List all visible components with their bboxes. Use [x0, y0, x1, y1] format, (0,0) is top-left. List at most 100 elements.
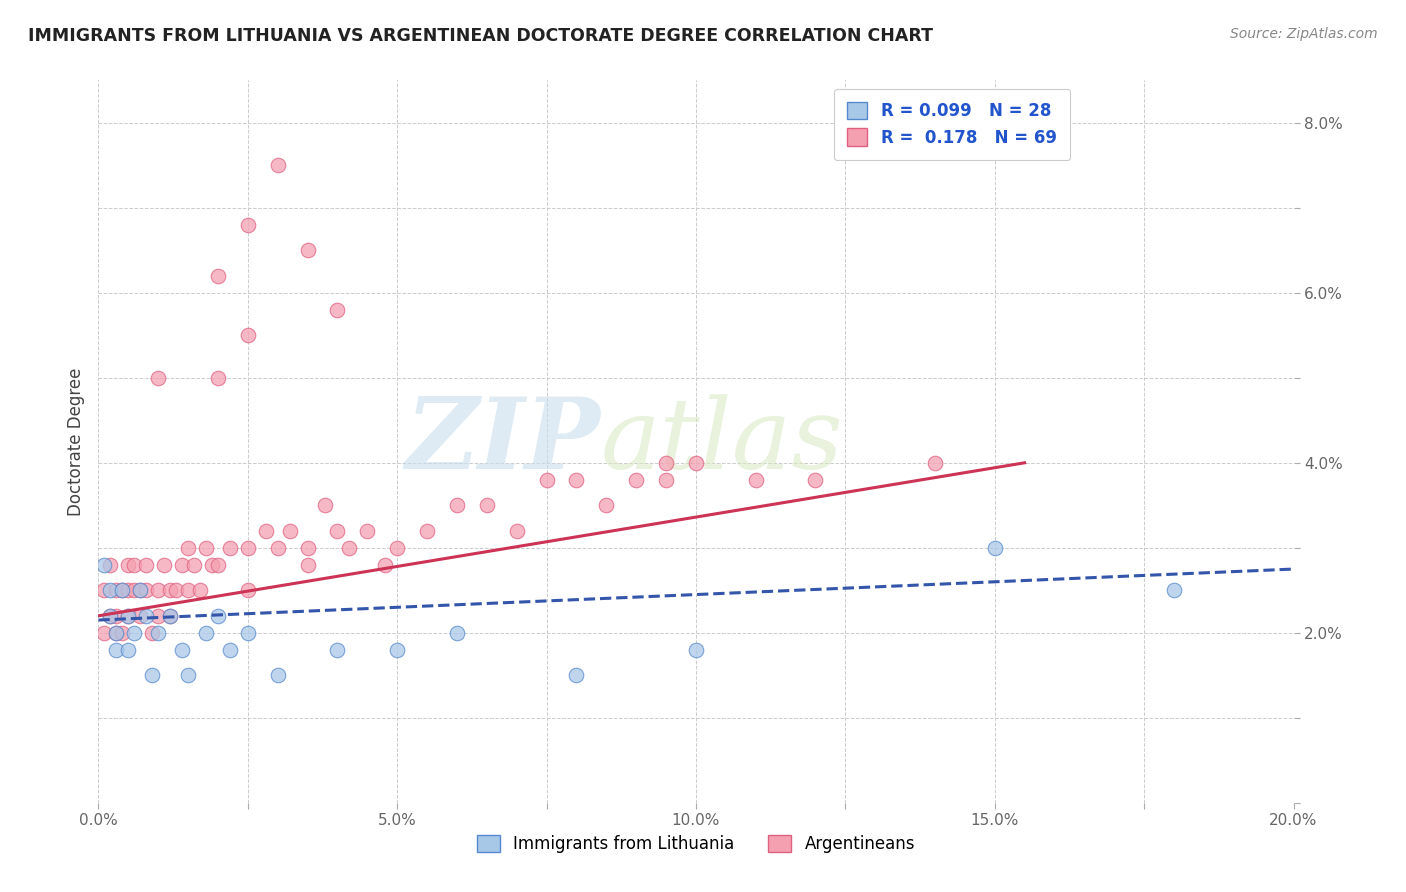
Point [117, 642, 139, 657]
Point [267, 158, 290, 172]
Point [98, 608, 122, 623]
Point [159, 608, 181, 623]
Point [595, 498, 617, 512]
Point [124, 583, 146, 598]
Point [124, 558, 146, 572]
Text: ZIP: ZIP [405, 393, 600, 490]
Point [416, 524, 439, 538]
Point [105, 625, 128, 640]
Point [685, 456, 707, 470]
Point [446, 498, 468, 512]
Legend: Immigrants from Lithuania, Argentineans: Immigrants from Lithuania, Argentineans [470, 828, 922, 860]
Point [339, 541, 361, 555]
Point [254, 524, 277, 538]
Point [117, 583, 139, 598]
Point [98, 558, 122, 572]
Point [236, 218, 259, 232]
Point [177, 583, 200, 598]
Point [655, 473, 678, 487]
Point [506, 524, 529, 538]
Point [207, 268, 229, 283]
Point [98, 608, 122, 623]
Point [655, 456, 678, 470]
Point [148, 583, 170, 598]
Point [177, 541, 200, 555]
Point [135, 558, 157, 572]
Point [475, 498, 498, 512]
Point [93, 558, 115, 572]
Point [141, 625, 163, 640]
Point [626, 473, 648, 487]
Point [326, 302, 349, 317]
Point [148, 371, 170, 385]
Point [207, 371, 229, 385]
Point [105, 583, 128, 598]
Point [93, 625, 115, 640]
Point [385, 642, 409, 657]
Point [93, 583, 115, 598]
Point [129, 608, 152, 623]
Point [297, 541, 319, 555]
Point [117, 608, 139, 623]
Y-axis label: Doctorate Degree: Doctorate Degree [66, 368, 84, 516]
Point [565, 473, 588, 487]
Point [236, 541, 259, 555]
Point [356, 524, 378, 538]
Point [129, 583, 152, 598]
Point [111, 625, 134, 640]
Point [105, 625, 128, 640]
Point [111, 583, 134, 598]
Text: IMMIGRANTS FROM LITHUANIA VS ARGENTINEAN DOCTORATE DEGREE CORRELATION CHART: IMMIGRANTS FROM LITHUANIA VS ARGENTINEAN… [28, 27, 934, 45]
Point [326, 642, 349, 657]
Point [374, 558, 396, 572]
Point [236, 328, 259, 343]
Point [924, 456, 946, 470]
Point [201, 558, 224, 572]
Point [219, 541, 242, 555]
Point [297, 558, 319, 572]
Point [219, 642, 242, 657]
Point [117, 608, 139, 623]
Point [159, 608, 181, 623]
Point [385, 541, 409, 555]
Point [148, 625, 170, 640]
Point [236, 625, 259, 640]
Point [984, 541, 1007, 555]
Point [117, 558, 139, 572]
Point [177, 668, 200, 682]
Point [148, 608, 170, 623]
Point [105, 642, 128, 657]
Point [129, 583, 152, 598]
Point [745, 473, 768, 487]
Point [1163, 583, 1185, 598]
Point [804, 473, 827, 487]
Point [446, 625, 468, 640]
Point [105, 608, 128, 623]
Point [172, 642, 194, 657]
Point [267, 668, 290, 682]
Point [267, 541, 290, 555]
Text: atlas: atlas [600, 394, 844, 489]
Point [207, 608, 229, 623]
Point [135, 583, 157, 598]
Point [98, 583, 122, 598]
Point [141, 668, 163, 682]
Point [315, 498, 337, 512]
Point [326, 524, 349, 538]
Point [195, 625, 218, 640]
Point [183, 558, 205, 572]
Point [207, 558, 229, 572]
Point [278, 524, 301, 538]
Point [153, 558, 176, 572]
Point [195, 541, 218, 555]
Point [236, 583, 259, 598]
Point [124, 625, 146, 640]
Point [536, 473, 558, 487]
Point [685, 642, 707, 657]
Point [565, 668, 588, 682]
Point [159, 583, 181, 598]
Point [297, 244, 319, 258]
Point [165, 583, 187, 598]
Text: Source: ZipAtlas.com: Source: ZipAtlas.com [1230, 27, 1378, 41]
Point [188, 583, 211, 598]
